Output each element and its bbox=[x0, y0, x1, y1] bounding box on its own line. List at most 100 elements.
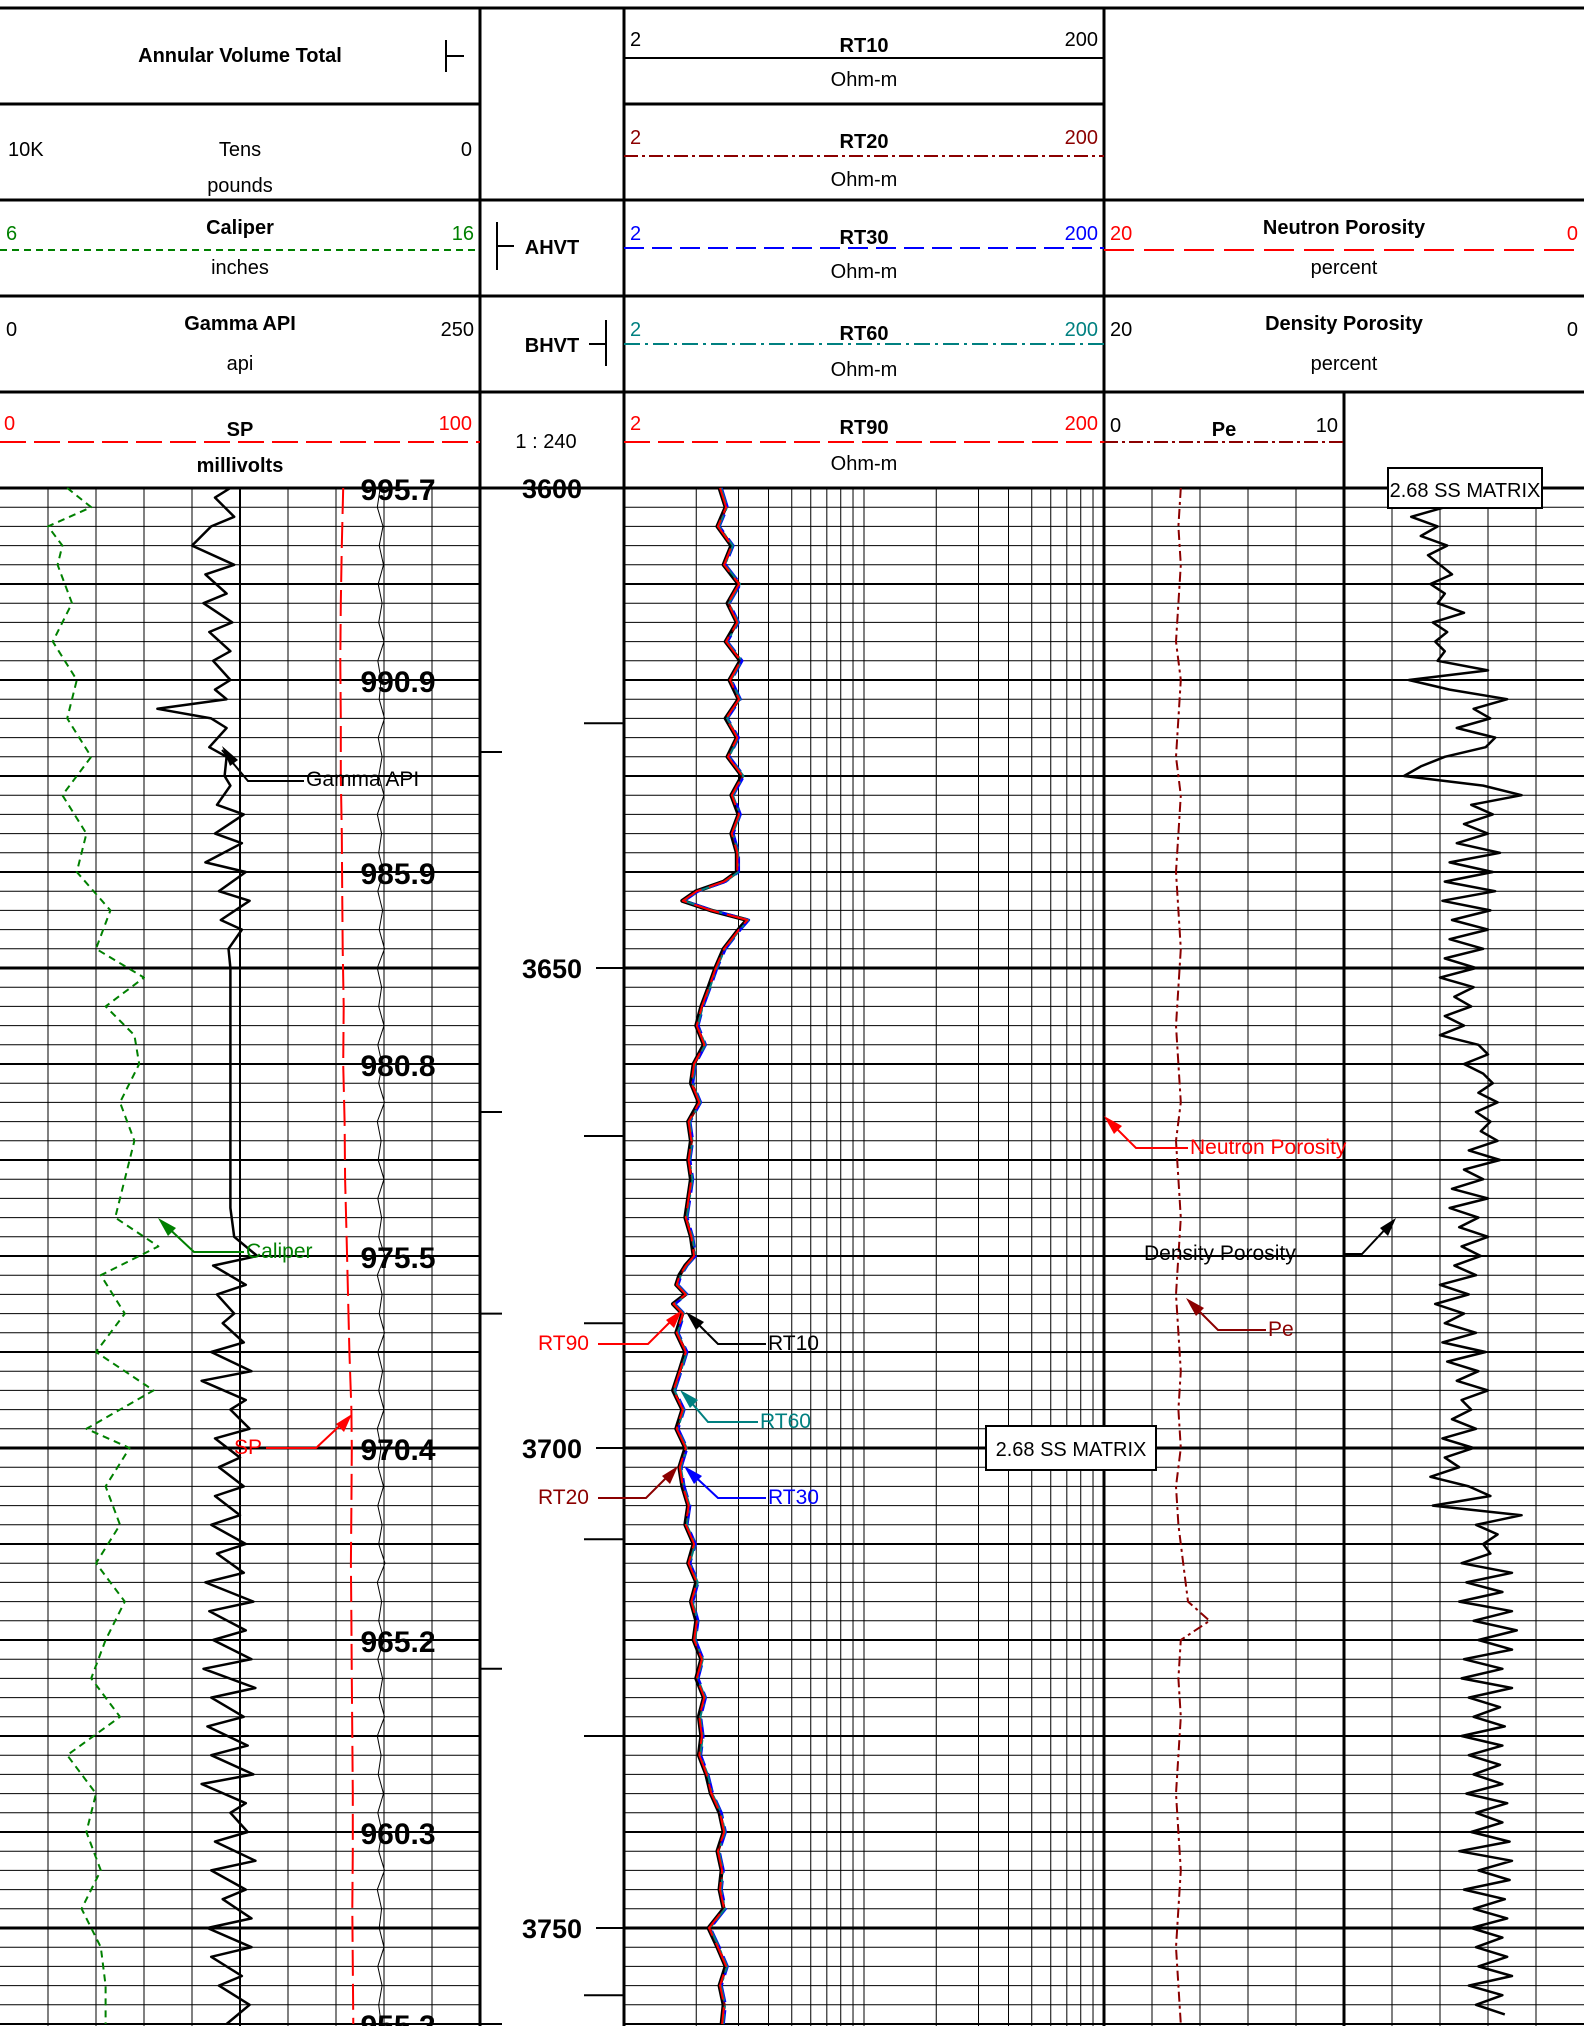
depth-column: 3600 3650 3700 3750 bbox=[480, 474, 624, 2025]
rt30-unit: Ohm-m bbox=[831, 261, 898, 283]
depth-label: 3700 bbox=[522, 1434, 582, 1464]
rt10-arrow-icon bbox=[686, 1312, 704, 1330]
matrix-label-mid-box bbox=[985, 1425, 1157, 1471]
rt20-title: RT20 bbox=[840, 131, 889, 153]
caliper-leader bbox=[161, 1221, 244, 1253]
gamma-annotation: Gamma API bbox=[306, 768, 419, 791]
sp-annotation: SP bbox=[234, 1436, 262, 1459]
rt30-title: RT30 bbox=[840, 227, 889, 249]
pe-max: 10 bbox=[1316, 415, 1338, 437]
log-curves: 995.7 990.9 985.9 980.8 975.5 970.4 965.2 960.3… bbox=[47, 474, 1523, 2026]
rt90-annotation: RT90 bbox=[538, 1332, 589, 1355]
rt60-title: RT60 bbox=[840, 323, 889, 345]
density-leader bbox=[1344, 1221, 1393, 1255]
rt60-min: 2 bbox=[630, 319, 641, 341]
tension-value-label: 990.9 bbox=[360, 666, 435, 699]
caliper-min: 6 bbox=[6, 223, 17, 245]
rt90-title: RT90 bbox=[840, 417, 889, 439]
rt60-arrow-icon bbox=[680, 1390, 698, 1408]
tension-value-label: 960.3 bbox=[360, 1818, 435, 1851]
rt60-header: 2 RT60 200 Ohm-m bbox=[624, 319, 1104, 381]
gamma-max: 250 bbox=[441, 319, 474, 341]
rt30-header: 2 RT30 200 Ohm-m bbox=[624, 223, 1104, 283]
caliper-max: 16 bbox=[452, 223, 474, 245]
sp-arrow-icon bbox=[336, 1414, 352, 1432]
sp-unit: millivolts bbox=[197, 455, 284, 477]
rt20-leader bbox=[598, 1469, 675, 1499]
caliper-curve bbox=[47, 487, 160, 2024]
ahvt-tick-icon bbox=[496, 222, 514, 270]
caliper-annotation: Caliper bbox=[246, 1240, 313, 1263]
bhvt-tick-icon bbox=[589, 320, 607, 366]
tension-value-label: 980.8 bbox=[360, 1050, 435, 1083]
density-min: 20 bbox=[1110, 319, 1132, 341]
gamma-title: Gamma API bbox=[184, 313, 296, 335]
rt30-annotation: RT30 bbox=[768, 1486, 819, 1509]
rt10-title: RT10 bbox=[840, 35, 889, 57]
tension-value-label: 985.9 bbox=[360, 858, 435, 891]
neutron-arrow-icon bbox=[1104, 1116, 1122, 1134]
rt10-annotation: RT10 bbox=[768, 1332, 819, 1355]
curve-annotations: Gamma API Caliper SP RT90 RT10 RT60 RT20… bbox=[158, 467, 1543, 1509]
sp-min: 0 bbox=[4, 413, 15, 435]
neutron-max: 0 bbox=[1567, 223, 1578, 245]
caliper-unit: inches bbox=[211, 257, 269, 279]
scale-label: 1 : 240 bbox=[515, 431, 576, 453]
matrix-label-top: 2.68 SS MATRIX bbox=[1387, 467, 1543, 509]
density-annotation: Density Porosity bbox=[1144, 1242, 1296, 1265]
density-arrow-icon bbox=[1380, 1218, 1396, 1236]
rt10-max: 200 bbox=[1065, 29, 1098, 51]
rt90-min: 2 bbox=[630, 413, 641, 435]
matrix-label-mid: 2.68 SS MATRIX bbox=[985, 1425, 1157, 1471]
matrix-label-top-text: 2.68 SS MATRIX bbox=[1390, 480, 1541, 502]
sp-max: 100 bbox=[439, 413, 472, 435]
sp-leader bbox=[266, 1417, 349, 1449]
tension-value-label: 955.2 bbox=[360, 2010, 435, 2026]
rt60-max: 200 bbox=[1065, 319, 1098, 341]
ahvt-label: AHVT bbox=[525, 237, 579, 259]
caliper-title: Caliper bbox=[206, 217, 274, 239]
rt60-annotation: RT60 bbox=[760, 1410, 811, 1433]
neutron-title: Neutron Porosity bbox=[1263, 217, 1426, 239]
pe-min: 0 bbox=[1110, 415, 1121, 437]
gamma-min: 0 bbox=[6, 319, 17, 341]
density-unit: percent bbox=[1311, 353, 1378, 375]
tension-value-label: 995.7 bbox=[360, 474, 435, 507]
tension-value-label: 965.2 bbox=[360, 1626, 435, 1659]
rt90-curve bbox=[672, 487, 749, 2025]
sp-title: SP bbox=[227, 419, 254, 441]
rt30-max: 200 bbox=[1065, 223, 1098, 245]
tens-title: Tens bbox=[219, 139, 261, 161]
rt90-arrow-icon bbox=[666, 1310, 682, 1328]
rt20-annotation: RT20 bbox=[538, 1486, 589, 1509]
density-title: Density Porosity bbox=[1265, 313, 1424, 335]
rt90-unit: Ohm-m bbox=[831, 453, 898, 475]
rt90-header: 2 RT90 200 Ohm-m bbox=[624, 413, 1104, 475]
rt10-unit: Ohm-m bbox=[831, 69, 898, 91]
caliper-arrow-icon bbox=[158, 1218, 176, 1236]
neutron-unit: percent bbox=[1311, 257, 1378, 279]
rt20-unit: Ohm-m bbox=[831, 169, 898, 191]
bhvt-label: BHVT bbox=[525, 335, 579, 357]
gamma-unit: api bbox=[227, 353, 254, 375]
tension-value-label: 970.4 bbox=[360, 1434, 435, 1467]
tens-unit: pounds bbox=[207, 175, 273, 197]
annular-volume-title: Annular Volume Total bbox=[138, 45, 342, 67]
rt20-arrow-icon bbox=[662, 1466, 678, 1484]
matrix-label-top-box bbox=[1387, 467, 1543, 509]
rt20-min: 2 bbox=[630, 127, 641, 149]
rt90-leader bbox=[598, 1313, 679, 1345]
rt20-header: 2 RT20 200 Ohm-m bbox=[624, 127, 1104, 191]
tension-curve bbox=[376, 487, 386, 2025]
neutron-min: 20 bbox=[1110, 223, 1132, 245]
neutron-annotation: Neutron Porosity bbox=[1190, 1136, 1347, 1159]
sp-curve bbox=[339, 487, 355, 2025]
pe-arrow-icon bbox=[1186, 1298, 1204, 1316]
pe-title: Pe bbox=[1212, 419, 1236, 441]
rt30-arrow-icon bbox=[684, 1466, 702, 1484]
tens-min: 10K bbox=[8, 139, 44, 161]
density-porosity-curve bbox=[1402, 486, 1523, 2016]
gamma-api-curve bbox=[156, 486, 259, 2025]
matrix-label-mid-text: 2.68 SS MATRIX bbox=[996, 1439, 1147, 1461]
